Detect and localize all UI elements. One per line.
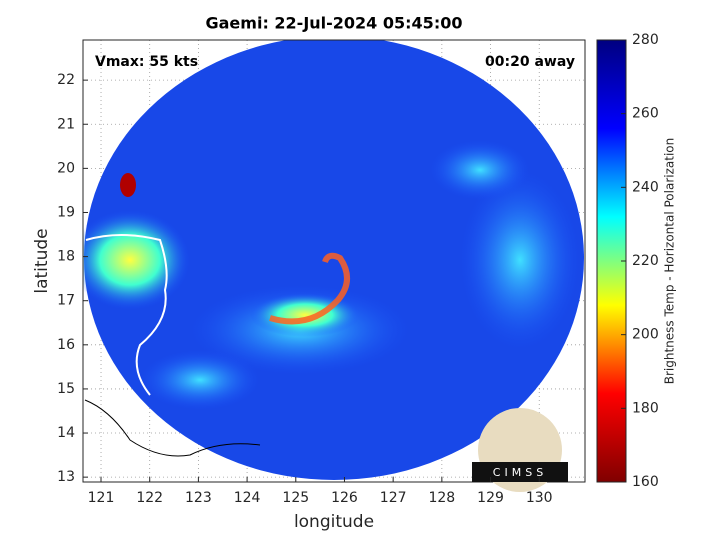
x-tick-label: 123 [185, 490, 212, 506]
colorbar-tick-label: 180 [632, 400, 659, 416]
y-tick-label: 21 [57, 116, 75, 132]
y-tick-label: 20 [57, 160, 75, 176]
x-tick-label: 130 [526, 490, 553, 506]
y-tick-label: 19 [57, 204, 75, 220]
plot-frame [82, 39, 586, 483]
x-tick-label: 129 [477, 490, 504, 506]
y-tick-label: 17 [57, 293, 75, 309]
y-tick-label: 18 [57, 249, 75, 265]
colorbar-tick-label: 160 [632, 474, 659, 490]
y-tick-label: 13 [57, 469, 75, 485]
colorbar-label: Brightness Temp - Horizontal Polarizatio… [663, 138, 677, 385]
annotation: Vmax: 55 kts [95, 54, 198, 70]
x-axis-label: longitude [294, 512, 374, 532]
y-tick-label: 14 [57, 425, 75, 441]
x-tick-label: 125 [282, 490, 309, 506]
logo: CIMSS [472, 408, 568, 492]
annotation: 00:20 away [485, 54, 575, 70]
y-tick-label: 22 [57, 72, 75, 88]
x-tick-label: 121 [88, 490, 115, 506]
colorbar-tick-label: 260 [632, 106, 659, 122]
x-tick-label: 124 [234, 490, 261, 506]
x-tick-label: 122 [136, 490, 163, 506]
x-tick-label: 128 [428, 490, 455, 506]
x-tick-label: 126 [331, 490, 358, 506]
colorbar-tick-label: 240 [632, 179, 659, 195]
chart-title: Gaemi: 22-Jul-2024 05:45:00 [206, 14, 463, 33]
y-tick-label: 15 [57, 381, 75, 397]
colorbar-tick-label: 200 [632, 327, 659, 343]
logo-text: CIMSS [493, 466, 547, 479]
y-axis-label: latitude [32, 228, 52, 293]
colorbar-tick-label: 220 [632, 253, 659, 269]
x-tick-label: 127 [380, 490, 407, 506]
colorbar-tick-label: 280 [632, 32, 659, 48]
imagery [83, 40, 584, 480]
y-tick-label: 16 [57, 337, 75, 353]
